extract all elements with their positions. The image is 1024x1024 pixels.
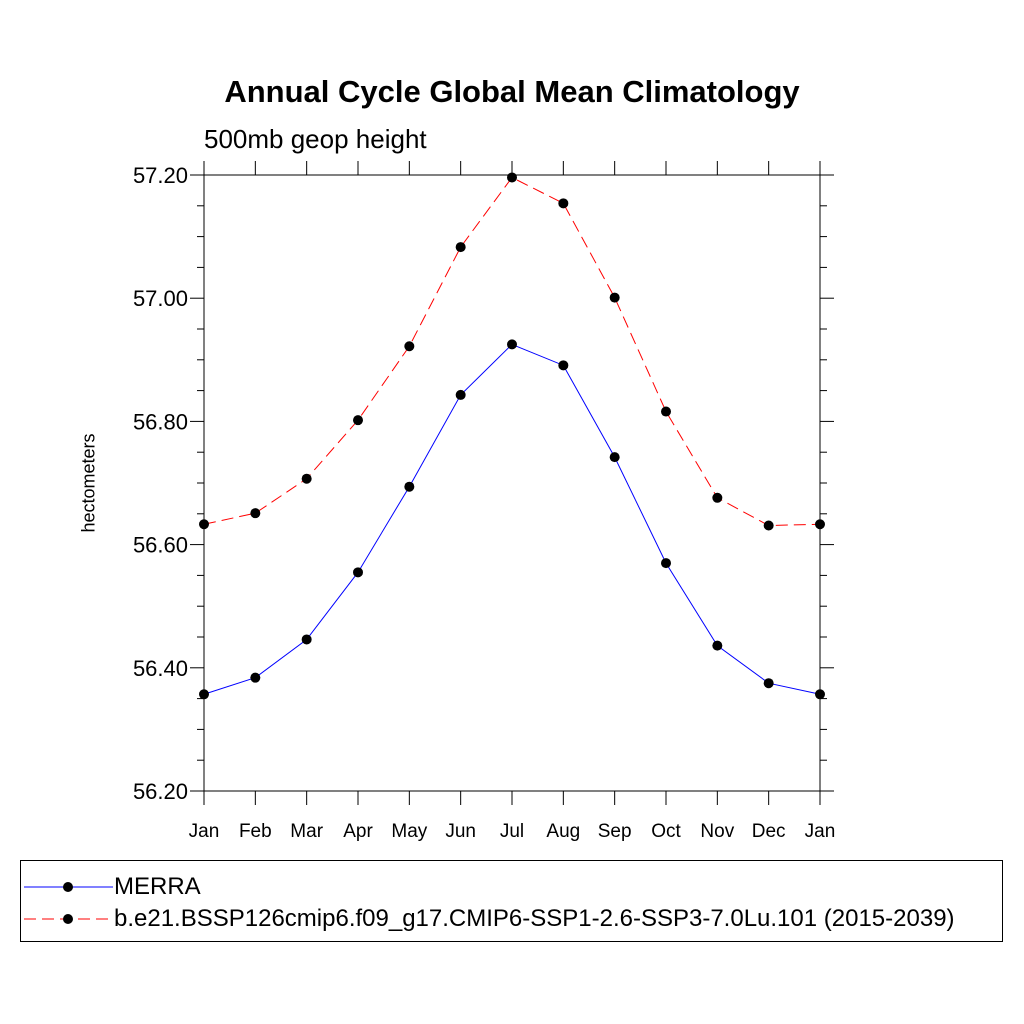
y-tick-label: 56.80 bbox=[133, 409, 188, 434]
data-point-merra bbox=[301, 634, 312, 645]
chart-title: Annual Cycle Global Mean Climatology bbox=[224, 74, 800, 109]
x-tick-label: Mar bbox=[290, 821, 323, 842]
data-point-model bbox=[353, 415, 363, 426]
data-point-model bbox=[199, 519, 209, 530]
data-point-model bbox=[661, 406, 671, 417]
data-point-merra bbox=[815, 689, 825, 700]
data-point-merra bbox=[712, 640, 723, 651]
y-tick-label: 56.40 bbox=[133, 656, 188, 681]
data-point-model bbox=[763, 520, 774, 531]
y-tick-label: 56.60 bbox=[133, 533, 188, 558]
y-tick-label: 56.20 bbox=[133, 779, 188, 804]
y-tick-label: 57.00 bbox=[133, 286, 188, 311]
data-point-merra bbox=[661, 558, 671, 569]
data-point-model bbox=[507, 172, 517, 183]
chart-subtitle: 500mb geop height bbox=[204, 124, 427, 154]
series-line-model bbox=[203, 176, 821, 527]
x-tick-label: Dec bbox=[752, 821, 786, 842]
data-point-model bbox=[558, 198, 569, 209]
data-point-merra bbox=[763, 678, 774, 689]
data-point-merra bbox=[507, 339, 517, 350]
data-point-model bbox=[712, 492, 723, 503]
x-tick-label: Aug bbox=[546, 821, 580, 842]
x-tick-label: Apr bbox=[343, 821, 373, 842]
legend-label-merra: MERRA bbox=[114, 873, 201, 900]
data-point-model bbox=[301, 473, 312, 484]
plot-frame bbox=[203, 174, 821, 792]
x-tick-label: Jun bbox=[445, 821, 476, 842]
data-point-merra bbox=[353, 567, 363, 578]
x-tick-label: Jan bbox=[805, 821, 836, 842]
y-tick-label: 57.20 bbox=[133, 163, 188, 188]
legend-swatch-model bbox=[24, 914, 113, 924]
data-point-merra bbox=[558, 360, 569, 371]
x-tick-label: Oct bbox=[651, 821, 681, 842]
x-tick-label: May bbox=[391, 821, 427, 842]
data-point-model bbox=[609, 292, 620, 303]
data-point-merra bbox=[199, 689, 209, 700]
legend-item-merra: MERRA bbox=[21, 872, 1002, 902]
x-tick-label: Jan bbox=[189, 821, 220, 842]
data-point-merra bbox=[404, 481, 415, 492]
legend-item-model: b.e21.BSSP126cmip6.f09_g17.CMIP6-SSP1-2.… bbox=[21, 904, 1002, 934]
data-point-model bbox=[455, 242, 466, 253]
legend-label-model: b.e21.BSSP126cmip6.f09_g17.CMIP6-SSP1-2.… bbox=[114, 905, 955, 932]
legend: MERRA b.e21.BSSP126cmip6.f09_g17.CMIP6-S… bbox=[20, 860, 1003, 942]
data-point-merra bbox=[455, 389, 466, 400]
x-tick-label: Sep bbox=[598, 821, 632, 842]
data-point-merra bbox=[250, 672, 261, 683]
legend-swatch-merra bbox=[24, 882, 113, 892]
data-point-merra bbox=[609, 452, 620, 463]
x-tick-label: Feb bbox=[239, 821, 272, 842]
series-line-merra bbox=[203, 343, 821, 695]
data-point-model bbox=[404, 341, 415, 352]
x-tick-label: Jul bbox=[500, 821, 524, 842]
data-point-model bbox=[250, 508, 261, 519]
x-tick-label: Nov bbox=[700, 821, 734, 842]
data-point-model bbox=[815, 519, 825, 530]
